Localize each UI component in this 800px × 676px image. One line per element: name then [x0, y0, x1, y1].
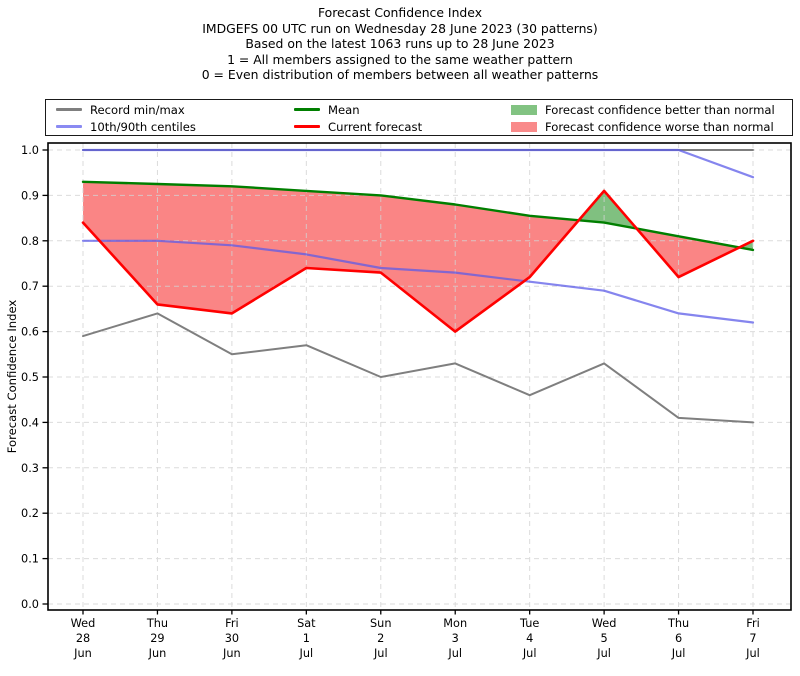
- x-tick-label: Jul: [447, 647, 462, 660]
- y-tick-label: 0.2: [21, 507, 39, 520]
- y-tick-label: 0.6: [21, 326, 39, 339]
- y-tick-label: 0.9: [21, 189, 39, 202]
- series-line-current: [81, 189, 755, 333]
- x-tick-label: Jun: [222, 647, 241, 660]
- legend-label: Forecast confidence better than normal: [545, 102, 775, 117]
- axis-tick-labels: 0.0 0.1 0.2 0.3 0.4 0.5 0.6 0.7 0.8 0.9 1.0 Wed 28 Ju…: [21, 144, 760, 660]
- x-tick-label: Jul: [596, 647, 611, 660]
- x-tick-label: Jul: [671, 647, 686, 660]
- legend-label: Mean: [328, 102, 360, 117]
- axis-ticks: [42, 149, 754, 615]
- legend-item-centiles: 10th/90th centiles: [56, 119, 196, 135]
- x-tick-label: Sun: [370, 617, 392, 630]
- x-tick-label: Jun: [73, 647, 92, 660]
- legend-item-mean: Mean: [294, 102, 422, 118]
- x-tick-label: 6: [675, 632, 682, 645]
- series-line-centile-10: [81, 239, 755, 324]
- x-tick-label: Fri: [746, 617, 759, 630]
- legend-label: 10th/90th centiles: [90, 119, 196, 134]
- x-tick-label: Wed: [71, 617, 96, 630]
- legend-label: Forecast confidence worse than normal: [545, 119, 774, 134]
- y-tick-label: 0.7: [21, 280, 39, 293]
- x-tick-label: 3: [452, 632, 459, 645]
- y-tick-label: 1.0: [21, 144, 39, 157]
- record-minmax-line-swatch: [56, 108, 82, 111]
- chart-note-zero: 0 = Even distribution of members between…: [201, 67, 599, 83]
- confidence-worse-patch-swatch: [511, 121, 537, 132]
- x-tick-label: Jul: [299, 647, 314, 660]
- confidence-fill-regions: [83, 181, 753, 332]
- x-tick-label: Tue: [519, 617, 539, 630]
- x-tick-label: 2: [377, 632, 384, 645]
- series-line-mean: [81, 180, 755, 252]
- legend-column-2: Mean Current forecast: [294, 101, 422, 135]
- legend-column-3: Forecast confidence better than normal F…: [511, 101, 775, 135]
- x-tick-label: 7: [749, 632, 756, 645]
- fill-confidence-worse: [636, 228, 740, 278]
- y-axis-label: Forecast Confidence Index: [5, 300, 19, 454]
- current-forecast-line-swatch: [294, 125, 320, 128]
- series-line-centile-90: [81, 148, 755, 179]
- chart-note-one: 1 = All members assigned to the same wea…: [227, 51, 573, 67]
- x-tick-label: 5: [601, 632, 608, 645]
- y-tick-label: 0.5: [21, 371, 39, 384]
- mean-line-swatch: [294, 108, 320, 111]
- legend-item-current-forecast: Current forecast: [294, 119, 422, 135]
- x-tick-label: 1: [303, 632, 310, 645]
- x-tick-label: Jun: [148, 647, 167, 660]
- legend-item-confidence-worse: Forecast confidence worse than normal: [511, 119, 775, 135]
- y-tick-label: 0.8: [21, 235, 39, 248]
- legend-column-1: Record min/max 10th/90th centiles: [56, 101, 196, 135]
- fill-confidence-better: [578, 190, 637, 229]
- series-line-record-min: [82, 312, 754, 424]
- x-tick-label: Jul: [522, 647, 537, 660]
- y-tick-label: 0.3: [21, 462, 39, 475]
- x-tick-label: Mon: [443, 617, 467, 630]
- title-block: Forecast Confidence Index IMDGEFS 00 UTC…: [0, 5, 800, 83]
- chart-subtitle-run: IMDGEFS 00 UTC run on Wednesday 28 June …: [202, 20, 598, 36]
- x-tick-label: 4: [526, 632, 533, 645]
- x-tick-label: Jul: [373, 647, 388, 660]
- x-tick-label: Fri: [225, 617, 238, 630]
- y-tick-label: 0.1: [21, 553, 39, 566]
- x-tick-label: Sat: [297, 617, 316, 630]
- legend-label: Record min/max: [90, 102, 185, 117]
- legend-item-confidence-better: Forecast confidence better than normal: [511, 102, 775, 118]
- chart-title: Forecast Confidence Index: [317, 5, 483, 20]
- legend-item-record-minmax: Record min/max: [56, 102, 196, 118]
- legend: Record min/max 10th/90th centiles Mean C…: [45, 99, 793, 136]
- y-tick-label: 0.4: [21, 416, 39, 429]
- legend-label: Current forecast: [328, 119, 423, 134]
- confidence-better-patch-swatch: [511, 104, 537, 115]
- y-tick-label: 0.0: [21, 598, 39, 611]
- gridlines: [48, 143, 791, 610]
- x-tick-label: 28: [76, 632, 90, 645]
- x-tick-label: 29: [150, 632, 164, 645]
- x-tick-label: Thu: [667, 617, 689, 630]
- x-tick-label: Thu: [146, 617, 168, 630]
- x-tick-label: Wed: [592, 617, 617, 630]
- centiles-line-swatch: [56, 125, 82, 128]
- x-tick-label: Jul: [745, 647, 760, 660]
- x-tick-label: 30: [225, 632, 239, 645]
- chart-subtitle-basis: Based on the latest 1063 runs up to 28 J…: [245, 36, 555, 52]
